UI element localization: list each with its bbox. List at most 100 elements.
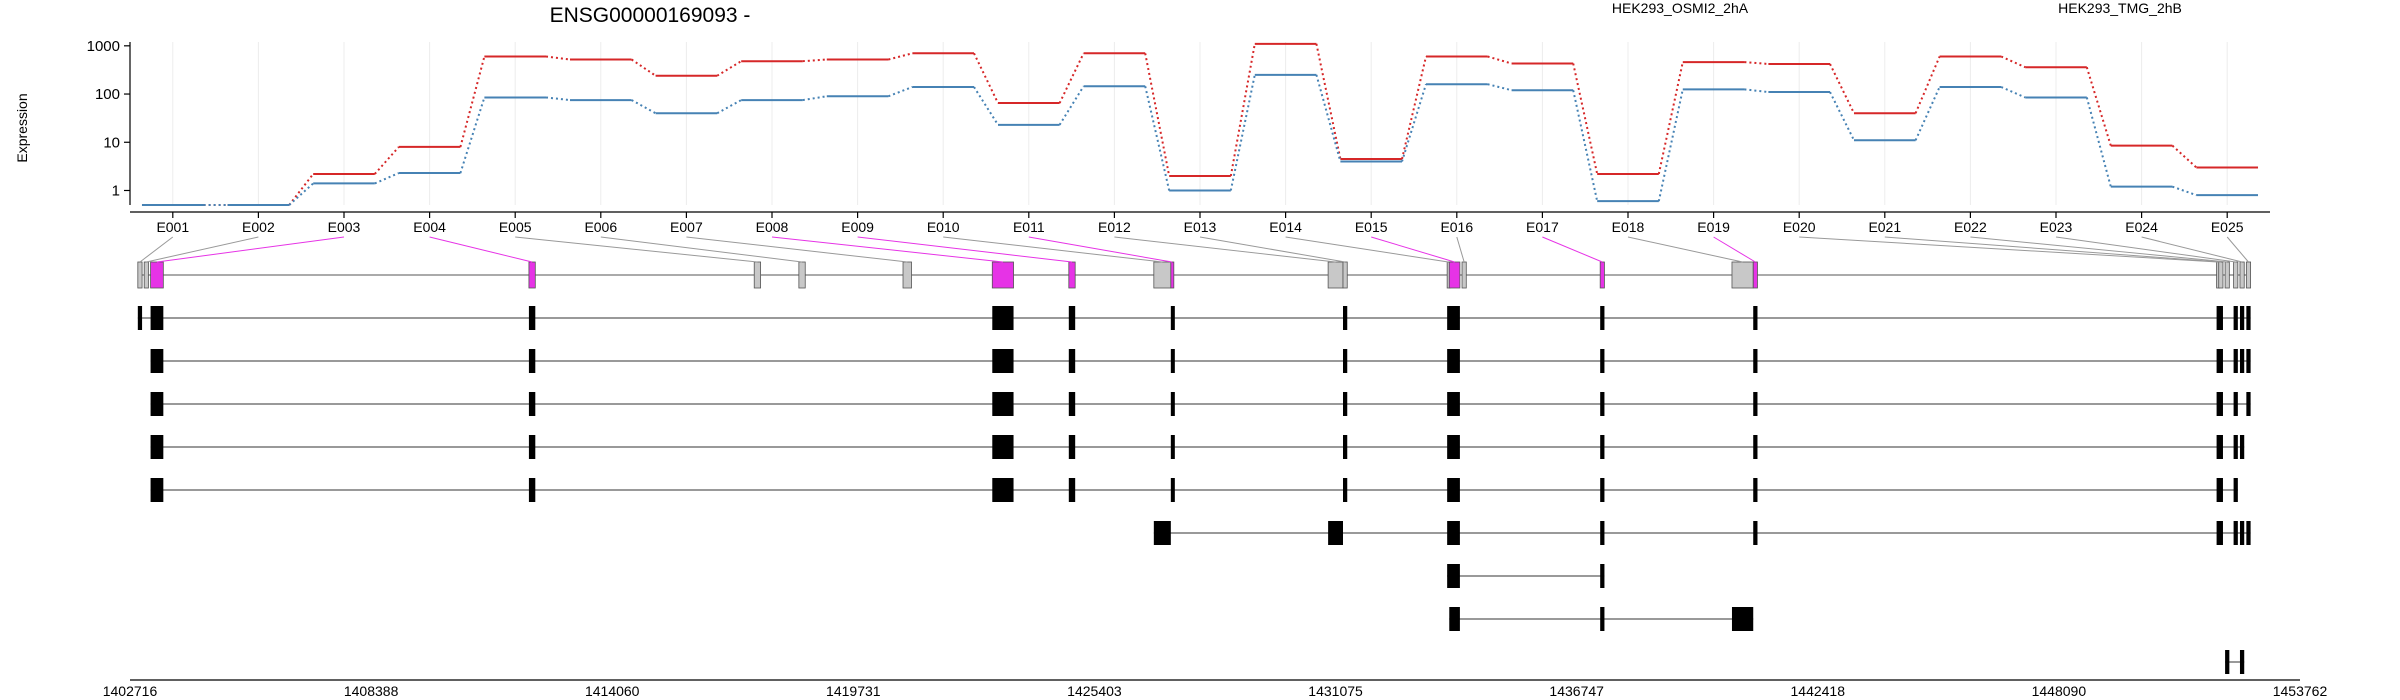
x-tick-label-e010: E010 xyxy=(927,219,960,235)
transcript-exon xyxy=(528,306,536,330)
transcript-exon xyxy=(1153,521,1171,545)
x-tick-label-e020: E020 xyxy=(1783,219,1816,235)
transcript-exon xyxy=(1753,392,1758,416)
gene-exon-e022 xyxy=(2224,261,2230,289)
transcript-row xyxy=(2225,650,2245,674)
transcript-row xyxy=(150,349,2251,373)
transcript-exon xyxy=(2225,650,2230,674)
series-1-connector xyxy=(2085,66,2112,146)
transcript-exon xyxy=(1449,564,1460,588)
x-tick-label-e021: E021 xyxy=(1868,219,1901,235)
gene-exon-e003 xyxy=(150,261,164,289)
transcript-exon xyxy=(137,306,143,330)
exon-link-e014 xyxy=(1285,236,1449,263)
series-1-connector xyxy=(1572,63,1599,175)
transcript-exon xyxy=(528,435,536,459)
exon-link-e009 xyxy=(857,236,1073,263)
x-tick-label-e014: E014 xyxy=(1269,219,1302,235)
transcript-exon xyxy=(1600,478,1605,502)
transcript-exon xyxy=(2246,392,2251,416)
transcript-exon xyxy=(2233,521,2238,545)
exon-link-e024 xyxy=(2141,236,2243,263)
exon-link-e021 xyxy=(1884,236,2221,263)
transcript-exon xyxy=(1449,521,1460,545)
transcript-exon xyxy=(1449,306,1460,330)
transcript-exon xyxy=(1753,478,1758,502)
transcript-exon xyxy=(1600,306,1605,330)
x-tick-label-e012: E012 xyxy=(1098,219,1131,235)
x-tick-label-e016: E016 xyxy=(1440,219,1473,235)
transcript-exon xyxy=(2233,478,2238,502)
transcript-exon xyxy=(1753,349,1758,373)
transcript-exon xyxy=(2216,521,2221,545)
series-2-connector xyxy=(1657,89,1684,202)
transcript-exon xyxy=(1600,607,1605,631)
transcript-exon xyxy=(1447,435,1452,459)
gene-exon-e010 xyxy=(1153,261,1172,289)
gene-exon-e016 xyxy=(1461,261,1467,289)
transcript-exon xyxy=(1342,478,1348,502)
series-2-connector xyxy=(1487,83,1512,92)
y-tick-label: 10 xyxy=(103,134,120,151)
series-1-connector xyxy=(1144,53,1171,177)
exon-link-e020 xyxy=(1799,236,2218,263)
transcript-exon xyxy=(1170,306,1175,330)
genome-tick-label: 1448090 xyxy=(2032,683,2087,699)
x-tick-label-e017: E017 xyxy=(1526,219,1559,235)
y-axis-label: Expression xyxy=(14,93,30,162)
gene-exon-e013 xyxy=(1342,261,1348,289)
exon-link-e008 xyxy=(771,236,1003,263)
series-1 xyxy=(141,42,2259,206)
transcript-exon xyxy=(1600,435,1605,459)
series-1-connector xyxy=(1401,56,1427,160)
gene-exon-e021 xyxy=(2218,261,2224,289)
exon-link-e001 xyxy=(139,236,174,263)
transcript-row xyxy=(150,435,2245,459)
x-tick-label-e022: E022 xyxy=(1954,219,1987,235)
transcript-exon xyxy=(1447,306,1452,330)
transcript-row xyxy=(1447,564,1605,588)
transcript-exon xyxy=(150,392,164,416)
x-tick-label-e002: E002 xyxy=(242,219,275,235)
exon-link-e015 xyxy=(1371,236,1455,263)
transcript-exon xyxy=(1170,349,1175,373)
x-tick-label-e009: E009 xyxy=(841,219,874,235)
transcript-exon xyxy=(2233,349,2238,373)
exon-link-e006 xyxy=(600,236,803,263)
genome-tick-label: 1453762 xyxy=(2273,683,2328,699)
series-1-connector xyxy=(888,52,913,61)
transcript-exon xyxy=(992,435,1014,459)
transcript-exon xyxy=(992,392,1014,416)
transcript-exon xyxy=(528,392,536,416)
gene-exon-e012 xyxy=(1327,261,1344,289)
transcript-exon xyxy=(2216,435,2221,459)
transcript-exon xyxy=(1449,607,1460,631)
transcript-exon xyxy=(2233,435,2238,459)
transcript-row xyxy=(1153,521,2251,545)
transcript-exon xyxy=(2216,478,2221,502)
legend-series-2: HEK293_TMG_2hB xyxy=(2058,0,2182,16)
transcript-exon xyxy=(1449,349,1460,373)
transcript-exon xyxy=(1342,392,1348,416)
transcript-exon xyxy=(1600,392,1605,416)
x-tick-label-e025: E025 xyxy=(2211,219,2244,235)
x-tick-label-e005: E005 xyxy=(499,219,532,235)
series-1-connector xyxy=(716,60,742,77)
transcript-exon xyxy=(1068,306,1076,330)
x-tick-label-e006: E006 xyxy=(584,219,617,235)
transcript-exon xyxy=(528,478,536,502)
transcript-exon xyxy=(2218,435,2223,459)
gene-exon-e002 xyxy=(143,261,149,289)
transcript-exon xyxy=(2218,521,2223,545)
transcript-exon xyxy=(2233,306,2238,330)
transcript-exon xyxy=(1068,435,1076,459)
transcript-exon xyxy=(1600,521,1605,545)
gene-exon-e025 xyxy=(2245,261,2252,289)
x-tick-label-e013: E013 xyxy=(1184,219,1217,235)
transcript-exon xyxy=(1342,349,1348,373)
series-1-connector xyxy=(1315,43,1342,160)
transcript-exon xyxy=(2246,521,2251,545)
transcript-exon xyxy=(1449,435,1460,459)
transcript-exon xyxy=(150,306,164,330)
